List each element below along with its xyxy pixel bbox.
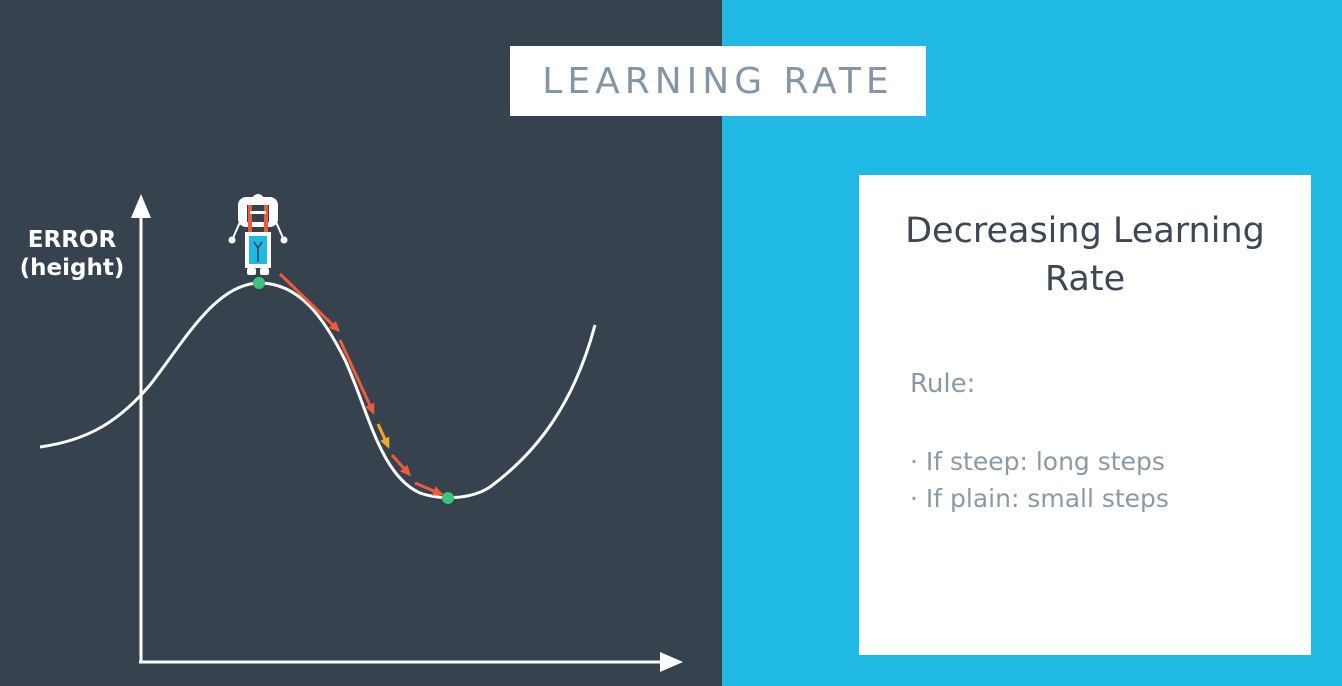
slide-title: LEARNING RATE — [542, 60, 894, 102]
title-box: LEARNING RATE — [510, 46, 926, 116]
rule-label: Rule: — [910, 369, 976, 399]
y-axis-arrowhead — [131, 194, 151, 218]
y-axis-label: ERROR (height) — [14, 226, 130, 282]
y-axis-label-line2: (height) — [19, 255, 125, 281]
error-curve — [39, 281, 597, 500]
step-arrow-2 — [338, 339, 375, 415]
rule-item-steep: · If steep: long steps — [910, 447, 1165, 476]
card-title: Decreasing Learning Rate — [859, 207, 1311, 303]
x-axis-arrowhead — [660, 652, 683, 672]
rule-list: · If steep: long steps · If plain: small… — [910, 443, 1169, 517]
step-arrow-4 — [390, 453, 412, 477]
step-arrow-3 — [376, 423, 390, 449]
error-curve-diagram — [39, 194, 683, 672]
rule-card: Decreasing Learning Rate Rule: · If stee… — [859, 175, 1311, 655]
card-title-line1: Decreasing Learning — [905, 211, 1265, 251]
card-title-line2: Rate — [1044, 259, 1126, 299]
minimum-point — [442, 492, 454, 504]
step-arrow-1 — [278, 272, 341, 333]
y-axis-label-line1: ERROR — [27, 227, 117, 253]
step-arrow-5 — [414, 481, 444, 496]
start-point — [253, 277, 265, 289]
robot-icon — [228, 194, 288, 275]
rule-item-plain: · If plain: small steps — [910, 484, 1169, 513]
